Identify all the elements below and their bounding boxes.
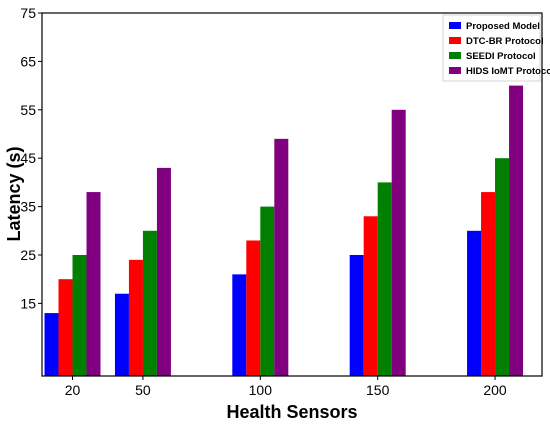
bar-dtc-br-protocol-100 <box>246 240 261 376</box>
y-axis-title: Latency (s) <box>4 146 24 241</box>
y-tick-label: 75 <box>20 5 36 21</box>
x-tick-label: 50 <box>135 382 151 398</box>
y-tick-label: 45 <box>20 150 36 166</box>
legend-label: Proposed Model <box>466 21 540 32</box>
plot-area-frame <box>41 12 543 377</box>
bar-hids-iomt-protocol-100 <box>274 138 289 376</box>
y-tick-label: 55 <box>20 102 36 118</box>
bar-seedi-protocol-200 <box>495 158 510 376</box>
legend-swatch <box>449 52 461 59</box>
bar-dtc-br-protocol-50 <box>128 259 143 376</box>
bar-proposed-model-150 <box>349 255 364 376</box>
legend-label: DTC-BR Protocol <box>466 36 544 47</box>
x-tick-label: 20 <box>65 382 81 398</box>
bar-seedi-protocol-150 <box>377 182 392 376</box>
y-tick-label: 15 <box>20 295 36 311</box>
y-tick-label: 65 <box>20 53 36 69</box>
bar-proposed-model-200 <box>467 230 482 376</box>
legend-swatch <box>449 37 461 44</box>
bar-hids-iomt-protocol-20 <box>86 192 101 376</box>
legend-label: SEEDI Protocol <box>466 51 536 62</box>
bar-dtc-br-protocol-150 <box>363 216 378 376</box>
legend: Proposed Model DTC-BR Protocol SEEDI Proto… <box>442 14 550 82</box>
x-axis-title: Health Sensors <box>226 402 357 422</box>
bar-dtc-br-protocol-200 <box>481 192 496 376</box>
x-tick-label: 100 <box>249 382 273 398</box>
bar-seedi-protocol-50 <box>142 230 157 376</box>
bar-hids-iomt-protocol-200 <box>509 85 524 376</box>
bar-hids-iomt-protocol-150 <box>391 109 406 377</box>
y-axis-ticks: 15 25 35 45 55 65 75 <box>20 5 42 311</box>
bar-proposed-model-50 <box>114 293 129 376</box>
legend-swatch <box>449 22 461 29</box>
bars-layer <box>44 85 524 377</box>
x-axis-ticks: 20 50 100 150 200 <box>65 376 507 398</box>
legend-swatch <box>449 67 461 74</box>
y-tick-label: 35 <box>20 199 36 215</box>
y-tick-label: 25 <box>20 247 36 263</box>
bar-seedi-protocol-20 <box>72 255 87 376</box>
bar-dtc-br-protocol-20 <box>58 279 73 376</box>
x-tick-label: 150 <box>366 382 390 398</box>
bar-seedi-protocol-100 <box>260 206 275 376</box>
legend-label: HIDS IoMT Protocol <box>466 66 550 77</box>
bar-proposed-model-20 <box>44 313 59 376</box>
bar-hids-iomt-protocol-50 <box>156 167 171 376</box>
bar-proposed-model-100 <box>232 274 247 376</box>
x-tick-label: 200 <box>483 382 507 398</box>
